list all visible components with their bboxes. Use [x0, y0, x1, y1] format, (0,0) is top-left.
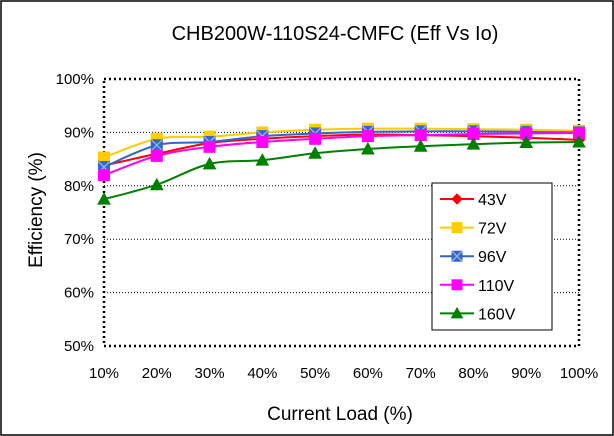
series-160v-point-3 — [255, 153, 270, 166]
series-160v-point-1 — [149, 177, 164, 191]
series-110v-point-0 — [98, 169, 110, 182]
x-tick-label-8: 90% — [511, 365, 541, 382]
legend-box — [431, 182, 553, 331]
legend-item-72v-label: 72V — [478, 221, 507, 238]
legend-item-43v-label: 43V — [478, 192, 507, 209]
series-110v-point-2 — [203, 140, 216, 153]
y-tick-label-0: 50% — [64, 338, 94, 355]
series-110v-point-4 — [309, 132, 322, 145]
series-160v-point-5 — [361, 141, 375, 155]
y-axis-title: Efficiency (%) — [26, 152, 47, 268]
x-tick-label-6: 70% — [406, 365, 436, 382]
legend-item-96v: 96V — [440, 249, 507, 266]
series-160v-point-7 — [466, 137, 481, 150]
legend-item-110v: 110V — [440, 278, 515, 295]
series-160v-point-8 — [519, 135, 534, 149]
x-axis-title: Current Load (%) — [267, 404, 413, 425]
series-110v-point-5 — [361, 130, 374, 143]
legend-item-72v-marker — [451, 222, 463, 234]
series-160v-point-6 — [413, 139, 428, 152]
x-tick-label-3: 40% — [247, 365, 277, 382]
x-tick-label-7: 80% — [458, 365, 488, 382]
series-160v-point-4 — [308, 146, 322, 159]
x-tick-label-1: 20% — [142, 365, 172, 382]
series-160v-point-9 — [572, 134, 586, 148]
series-110v-point-3 — [256, 136, 269, 149]
x-tick-label-4: 50% — [300, 365, 330, 382]
legend-item-43v-marker — [451, 193, 463, 205]
legend-item-72v: 72V — [440, 221, 507, 238]
legend-item-96v-marker-cross — [451, 250, 463, 262]
series-43v-line — [103, 133, 580, 167]
series-160v-point-0 — [97, 192, 111, 205]
series-96v-line — [103, 130, 580, 169]
y-tick-label-1: 60% — [64, 285, 94, 302]
x-tick-label-2: 30% — [195, 365, 225, 382]
legend-item-96v-label: 96V — [478, 249, 507, 266]
legend-item-160v-marker — [450, 306, 464, 319]
series-96v-point-1-cross — [150, 139, 163, 152]
series-96v-point-1 — [150, 139, 163, 152]
x-tick-label-0: 10% — [89, 365, 119, 382]
y-tick-label-2: 70% — [64, 231, 94, 248]
chart-title: CHB200W-110S24-CMFC (Eff Vs Io) — [172, 23, 499, 45]
y-tick-label-4: 90% — [64, 124, 94, 141]
series-110v-point-1 — [150, 149, 163, 162]
series-72v-line — [103, 127, 580, 159]
legend-item-43v: 43V — [440, 192, 507, 209]
plot-frame — [102, 77, 581, 348]
series-160v-line — [103, 141, 580, 201]
series-110v-line — [103, 131, 580, 177]
legend-item-160v: 160V — [440, 306, 516, 323]
x-tick-label-9: 100% — [560, 365, 598, 382]
legend-item-110v-label: 110V — [478, 278, 515, 295]
legend-item-160v-label: 160V — [478, 306, 516, 323]
y-tick-label-5: 100% — [56, 71, 94, 88]
y-tick-label-3: 80% — [64, 178, 94, 195]
legend-item-96v-marker — [451, 250, 463, 262]
x-tick-label-5: 60% — [353, 365, 383, 382]
series-110v-point-6 — [414, 129, 427, 142]
series-160v-point-2 — [202, 156, 217, 170]
legend-item-110v-marker — [451, 279, 463, 291]
